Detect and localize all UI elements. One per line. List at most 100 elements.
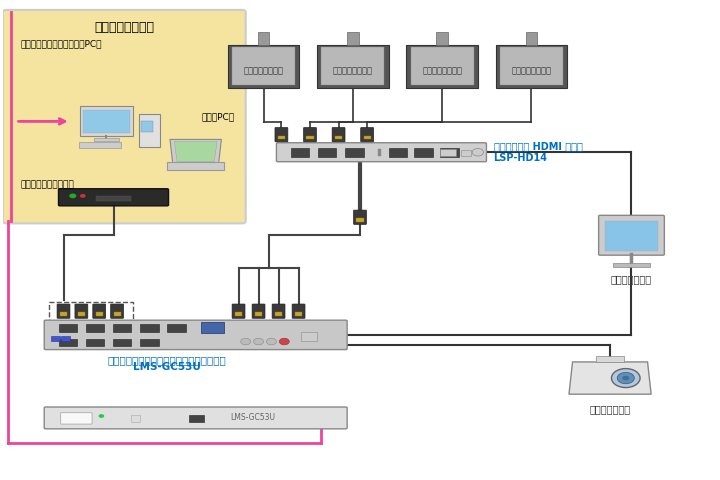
Text: 大型ディスプレイ: 大型ディスプレイ bbox=[333, 66, 373, 75]
Bar bbox=[86, 339, 104, 346]
Circle shape bbox=[472, 148, 484, 156]
Bar bbox=[414, 148, 433, 157]
Circle shape bbox=[80, 194, 86, 198]
FancyBboxPatch shape bbox=[111, 304, 124, 318]
FancyBboxPatch shape bbox=[598, 216, 665, 255]
Text: プロジェクター: プロジェクター bbox=[590, 405, 631, 415]
Bar bbox=[295, 312, 302, 316]
Bar bbox=[321, 48, 384, 85]
Circle shape bbox=[611, 369, 640, 387]
Text: 【入力映像機器】: 【入力映像機器】 bbox=[94, 21, 154, 34]
Circle shape bbox=[240, 338, 251, 345]
Bar bbox=[114, 312, 121, 316]
Bar bbox=[335, 136, 342, 139]
Circle shape bbox=[279, 338, 289, 345]
Circle shape bbox=[99, 414, 104, 418]
FancyBboxPatch shape bbox=[304, 128, 316, 142]
Polygon shape bbox=[170, 139, 221, 164]
Bar bbox=[202, 322, 224, 334]
Text: LSP-HD14: LSP-HD14 bbox=[494, 153, 548, 163]
Bar bbox=[275, 312, 282, 316]
Circle shape bbox=[253, 338, 264, 345]
Circle shape bbox=[617, 372, 634, 384]
Bar bbox=[141, 121, 153, 132]
Text: LMS-GC53U: LMS-GC53U bbox=[230, 413, 275, 422]
Bar bbox=[318, 148, 336, 157]
Bar bbox=[291, 148, 310, 157]
Polygon shape bbox=[174, 141, 217, 162]
Bar bbox=[410, 48, 474, 85]
Bar bbox=[60, 312, 67, 316]
Bar bbox=[83, 110, 130, 133]
Polygon shape bbox=[569, 362, 651, 394]
Bar bbox=[364, 136, 371, 139]
Bar bbox=[96, 312, 103, 316]
Circle shape bbox=[69, 193, 76, 198]
FancyBboxPatch shape bbox=[272, 304, 285, 318]
Bar bbox=[496, 46, 567, 88]
Bar bbox=[278, 136, 285, 139]
Circle shape bbox=[622, 376, 629, 381]
Bar bbox=[345, 148, 364, 157]
FancyBboxPatch shape bbox=[361, 128, 374, 142]
Text: 【持込PC】: 【持込PC】 bbox=[202, 112, 235, 121]
Bar bbox=[440, 148, 459, 157]
FancyBboxPatch shape bbox=[332, 128, 345, 142]
FancyBboxPatch shape bbox=[75, 304, 88, 318]
Bar bbox=[140, 339, 158, 346]
FancyBboxPatch shape bbox=[58, 189, 168, 206]
Bar bbox=[595, 356, 624, 362]
Bar bbox=[436, 32, 448, 46]
FancyBboxPatch shape bbox=[93, 304, 106, 318]
Bar bbox=[406, 46, 478, 88]
Text: 【オンライン講義配信兼用PC】: 【オンライン講義配信兼用PC】 bbox=[21, 40, 102, 49]
Text: 演台用モニター: 演台用モニター bbox=[611, 274, 652, 284]
Bar bbox=[302, 332, 317, 341]
Bar bbox=[58, 324, 77, 332]
FancyBboxPatch shape bbox=[276, 143, 487, 162]
Bar bbox=[258, 32, 269, 46]
Text: LMS-GC53U: LMS-GC53U bbox=[133, 362, 201, 372]
Bar bbox=[86, 324, 104, 332]
FancyBboxPatch shape bbox=[44, 320, 347, 349]
Bar bbox=[613, 263, 650, 266]
Bar bbox=[255, 312, 262, 316]
Text: 大型ディスプレイ: 大型ディスプレイ bbox=[243, 66, 284, 75]
Bar bbox=[78, 312, 85, 316]
FancyBboxPatch shape bbox=[292, 304, 305, 318]
FancyBboxPatch shape bbox=[275, 128, 288, 142]
Bar bbox=[48, 301, 132, 323]
Bar bbox=[94, 138, 120, 141]
Bar bbox=[347, 32, 359, 46]
FancyBboxPatch shape bbox=[60, 413, 92, 424]
Bar bbox=[526, 32, 537, 46]
Bar bbox=[605, 221, 658, 251]
Text: ビデオチャット対応シームレスセレクター: ビデオチャット対応シームレスセレクター bbox=[108, 355, 227, 365]
FancyBboxPatch shape bbox=[252, 304, 265, 318]
Bar bbox=[378, 149, 381, 156]
Bar bbox=[317, 46, 389, 88]
FancyBboxPatch shape bbox=[354, 210, 366, 224]
FancyBboxPatch shape bbox=[3, 10, 246, 223]
FancyBboxPatch shape bbox=[44, 407, 347, 429]
Bar bbox=[389, 148, 407, 157]
Bar bbox=[140, 324, 158, 332]
Bar bbox=[189, 415, 204, 422]
Bar bbox=[79, 142, 121, 148]
Circle shape bbox=[266, 338, 276, 345]
Bar bbox=[131, 415, 140, 422]
Bar bbox=[58, 339, 77, 346]
Bar bbox=[51, 336, 60, 341]
Bar bbox=[113, 324, 131, 332]
Bar bbox=[61, 336, 70, 341]
FancyBboxPatch shape bbox=[232, 304, 245, 318]
Text: 【メディア再生機器】: 【メディア再生機器】 bbox=[21, 180, 74, 190]
Bar bbox=[307, 136, 314, 139]
Text: 大型ディスプレイ: 大型ディスプレイ bbox=[511, 66, 552, 75]
Bar bbox=[167, 324, 186, 332]
Bar bbox=[440, 149, 456, 156]
FancyBboxPatch shape bbox=[57, 304, 70, 318]
Bar bbox=[232, 48, 295, 85]
Bar bbox=[500, 48, 563, 85]
Text: 大型ディスプレイ: 大型ディスプレイ bbox=[422, 66, 462, 75]
